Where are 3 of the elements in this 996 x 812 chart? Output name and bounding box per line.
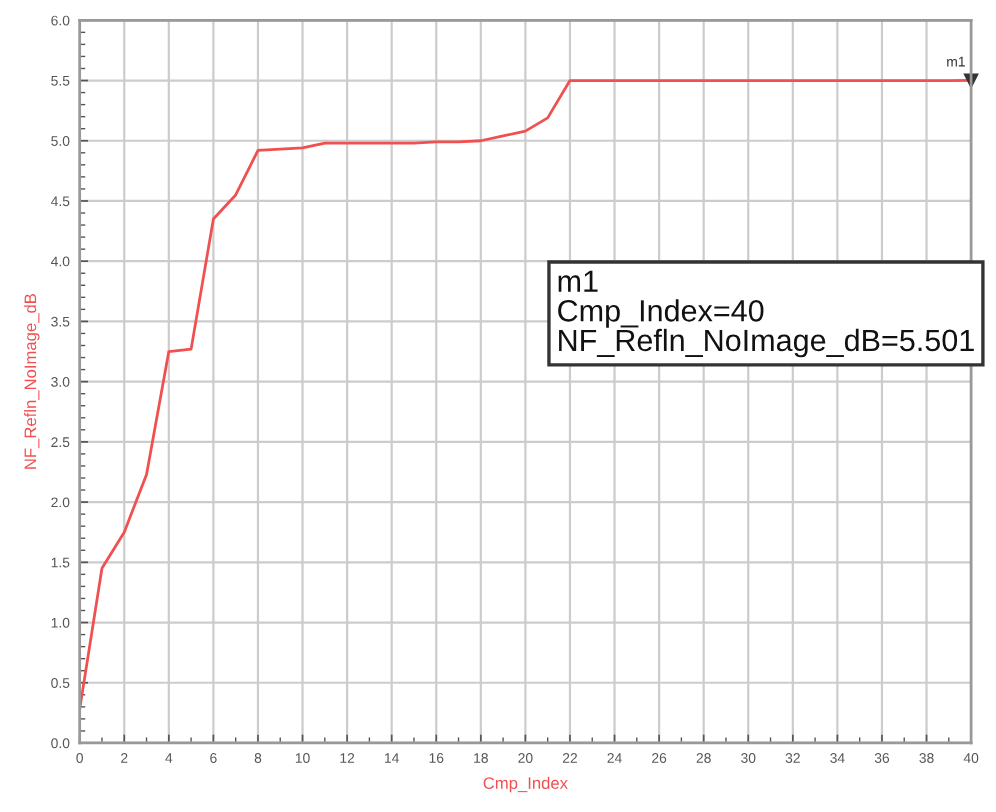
x-axis-title: Cmp_Index — [483, 776, 568, 793]
y-axis-title: NF_Refln_NoImage_dB — [24, 294, 40, 469]
annotation: m1 Cmp_Index=40 NF_Refln_NoImage_dB=5.501 — [558, 270, 974, 358]
